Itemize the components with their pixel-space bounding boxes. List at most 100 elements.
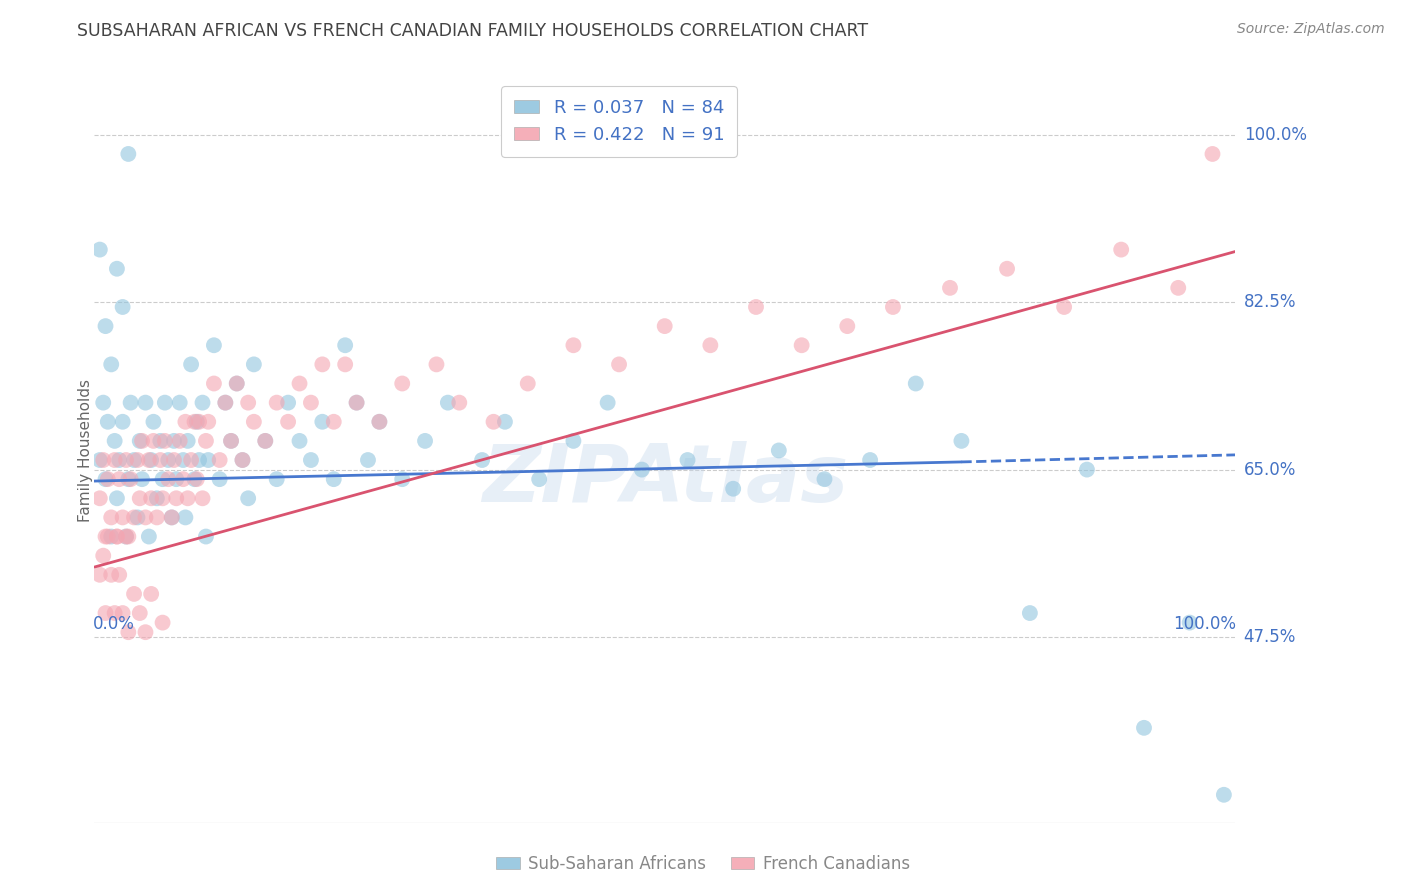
Point — [214, 395, 236, 409]
Point — [141, 491, 163, 506]
Text: 100.0%: 100.0% — [1244, 126, 1306, 144]
Point — [141, 453, 163, 467]
Point — [142, 415, 165, 429]
Point — [176, 491, 198, 506]
Point — [225, 376, 247, 391]
Point — [117, 625, 139, 640]
Point — [105, 530, 128, 544]
Point — [197, 415, 219, 429]
Point — [122, 587, 145, 601]
Point — [138, 453, 160, 467]
Point — [1053, 300, 1076, 314]
Point — [157, 453, 180, 467]
Point — [108, 472, 131, 486]
Point — [266, 472, 288, 486]
Point — [91, 453, 114, 467]
Point — [89, 491, 111, 506]
Point — [152, 472, 174, 486]
Point — [194, 530, 217, 544]
Point — [527, 472, 550, 486]
Point — [346, 395, 368, 409]
Point — [837, 319, 859, 334]
Point — [254, 434, 277, 448]
Point — [163, 453, 186, 467]
Point — [89, 453, 111, 467]
Point — [516, 376, 538, 391]
Point — [134, 510, 156, 524]
Text: SUBSAHARAN AFRICAN VS FRENCH CANADIAN FAMILY HOUSEHOLDS CORRELATION CHART: SUBSAHARAN AFRICAN VS FRENCH CANADIAN FA… — [77, 22, 869, 40]
Point — [141, 587, 163, 601]
Point — [180, 453, 202, 467]
Point — [191, 395, 214, 409]
Point — [138, 530, 160, 544]
Point — [105, 491, 128, 506]
Point — [231, 453, 253, 467]
Point — [183, 472, 205, 486]
Point — [322, 472, 344, 486]
Point — [169, 395, 191, 409]
Point — [149, 434, 172, 448]
Point — [105, 530, 128, 544]
Point — [94, 530, 117, 544]
Point — [1076, 462, 1098, 476]
Point — [117, 530, 139, 544]
Point — [882, 300, 904, 314]
Point — [425, 357, 447, 371]
Point — [277, 395, 299, 409]
Point — [1133, 721, 1156, 735]
Point — [277, 415, 299, 429]
Point — [160, 510, 183, 524]
Point — [172, 453, 194, 467]
Point — [346, 395, 368, 409]
Point — [111, 606, 134, 620]
Point — [108, 567, 131, 582]
Point — [208, 472, 231, 486]
Point — [100, 357, 122, 371]
Point — [231, 453, 253, 467]
Point — [128, 434, 150, 448]
Point — [311, 415, 333, 429]
Point — [105, 261, 128, 276]
Point — [163, 434, 186, 448]
Point — [188, 453, 211, 467]
Point — [699, 338, 721, 352]
Point — [180, 357, 202, 371]
Point — [254, 434, 277, 448]
Point — [172, 472, 194, 486]
Point — [134, 625, 156, 640]
Text: Source: ZipAtlas.com: Source: ZipAtlas.com — [1237, 22, 1385, 37]
Point — [127, 453, 149, 467]
Point — [111, 510, 134, 524]
Point — [97, 472, 120, 486]
Point — [437, 395, 460, 409]
Point — [94, 606, 117, 620]
Text: 65.0%: 65.0% — [1244, 460, 1296, 479]
Point — [117, 472, 139, 486]
Point — [131, 472, 153, 486]
Point — [995, 261, 1018, 276]
Point — [391, 472, 413, 486]
Point — [186, 415, 208, 429]
Point — [562, 338, 585, 352]
Point — [219, 434, 242, 448]
Point — [1201, 147, 1223, 161]
Point — [449, 395, 471, 409]
Point — [299, 395, 322, 409]
Point — [311, 357, 333, 371]
Text: 100.0%: 100.0% — [1174, 615, 1236, 632]
Point — [676, 453, 699, 467]
Point — [333, 357, 356, 371]
Point — [357, 453, 380, 467]
Point — [288, 376, 311, 391]
Point — [128, 491, 150, 506]
Point — [111, 415, 134, 429]
Point — [950, 434, 973, 448]
Point — [225, 376, 247, 391]
Point — [266, 395, 288, 409]
Point — [745, 300, 768, 314]
Point — [859, 453, 882, 467]
Point — [174, 415, 197, 429]
Point — [100, 567, 122, 582]
Point — [153, 395, 176, 409]
Point — [494, 415, 516, 429]
